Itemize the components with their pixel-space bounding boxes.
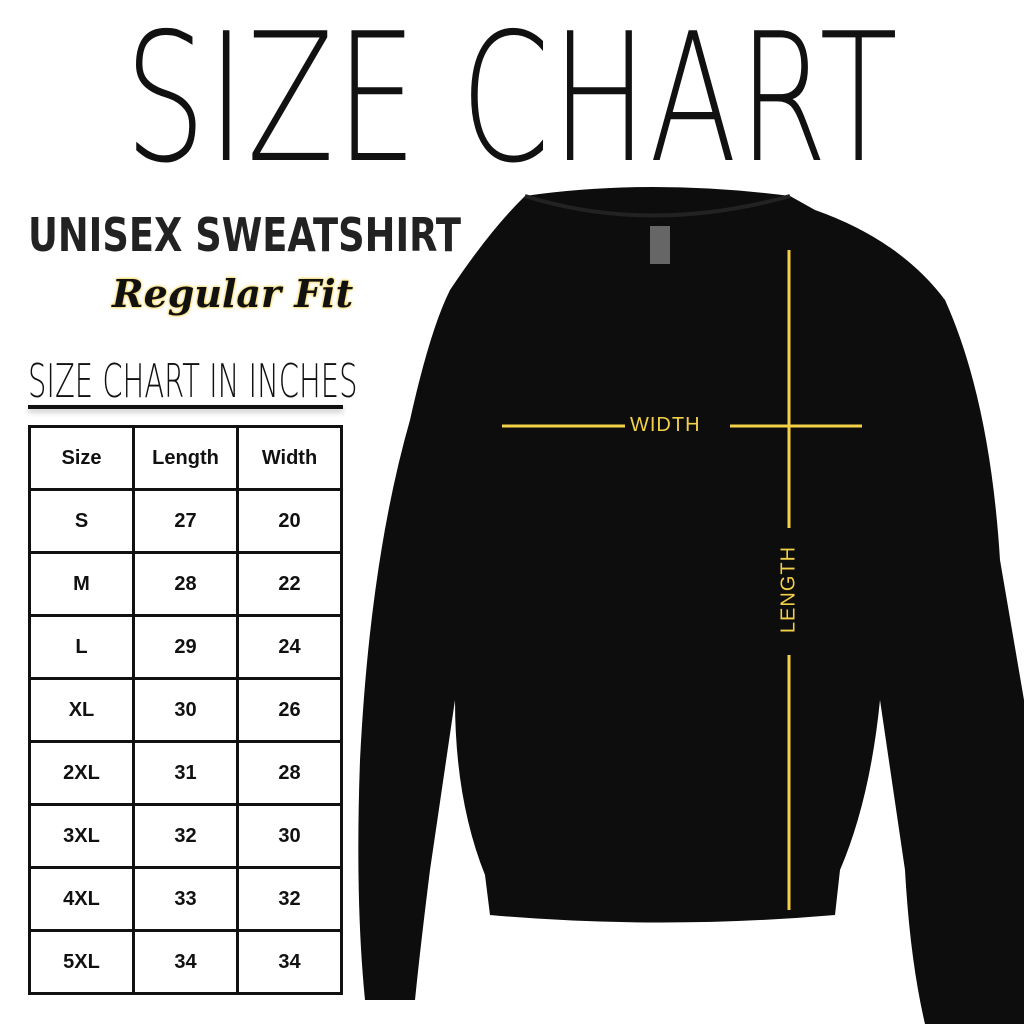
cell-width: 30 [236, 803, 343, 869]
cell-width: 26 [236, 677, 343, 743]
page-title: SIZE CHART [124, 0, 900, 202]
cell-length: 28 [132, 551, 239, 617]
header-size: Size [28, 425, 135, 491]
product-name: UNISEX SWEATSHIRT [28, 208, 461, 262]
table-row: S 27 20 [28, 488, 343, 554]
table-row: L 29 24 [28, 614, 343, 680]
size-table: Size Length Width S 27 20 M 28 22 L 29 24 XL 30… [28, 425, 343, 995]
cell-size: L [28, 614, 135, 680]
table-title: SIZE CHART IN INCHES [28, 354, 358, 408]
table-row: 5XL 34 34 [28, 929, 343, 995]
cell-size: 4XL [28, 866, 135, 932]
length-label: LENGTH [777, 545, 800, 634]
divider [28, 405, 343, 409]
cell-width: 34 [236, 929, 343, 995]
table-row: XL 30 26 [28, 677, 343, 743]
table-row: 3XL 32 30 [28, 803, 343, 869]
cell-length: 30 [132, 677, 239, 743]
cell-width: 24 [236, 614, 343, 680]
fit-label: Regular Fit [112, 271, 354, 316]
cell-size: 2XL [28, 740, 135, 806]
sweatshirt-body [358, 187, 1024, 1024]
width-label: WIDTH [630, 414, 701, 436]
header-width: Width [236, 425, 343, 491]
cell-length: 34 [132, 929, 239, 995]
cell-size: XL [28, 677, 135, 743]
table-header-row: Size Length Width [28, 425, 343, 491]
table-row: 4XL 33 32 [28, 866, 343, 932]
table-row: M 28 22 [28, 551, 343, 617]
table-row: 2XL 31 28 [28, 740, 343, 806]
cell-size: M [28, 551, 135, 617]
cell-length: 33 [132, 866, 239, 932]
cell-width: 20 [236, 488, 343, 554]
cell-length: 27 [132, 488, 239, 554]
cell-size: 5XL [28, 929, 135, 995]
cell-length: 29 [132, 614, 239, 680]
cell-size: S [28, 488, 135, 554]
header-length: Length [132, 425, 239, 491]
cell-length: 32 [132, 803, 239, 869]
cell-length: 31 [132, 740, 239, 806]
neck-label [650, 226, 670, 264]
cell-width: 28 [236, 740, 343, 806]
cell-width: 22 [236, 551, 343, 617]
page-title-container: SIZE CHART [0, 10, 1024, 188]
cell-width: 32 [236, 866, 343, 932]
cell-size: 3XL [28, 803, 135, 869]
collar [524, 194, 791, 218]
